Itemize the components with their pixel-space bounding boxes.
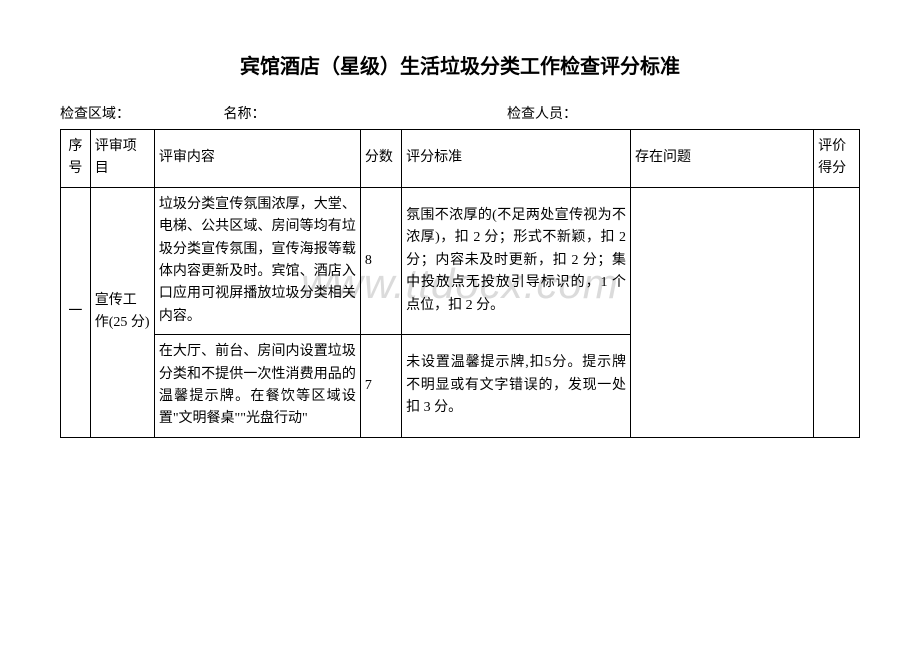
table-header-row: 序号 评审项目 评审内容 分数 评分标准 存在问题 评价得分 (61, 130, 860, 188)
cell-score: 7 (360, 335, 401, 438)
header-criteria: 评分标准 (402, 130, 631, 188)
cell-final (814, 187, 860, 437)
area-label: 检查区域： (60, 103, 220, 123)
scoring-table: 序号 评审项目 评审内容 分数 评分标准 存在问题 评价得分 一 宣传工作(25… (60, 129, 860, 438)
inspector-label: 检查人员： (507, 103, 577, 123)
cell-content: 在大厅、前台、房间内设置垃圾分类和不提供一次性消费用品的温馨提示牌。在餐饮等区域… (154, 335, 360, 438)
header-final: 评价得分 (814, 130, 860, 188)
info-line: 检查区域： 名称： 检查人员： (60, 103, 860, 123)
name-label: 名称： (224, 103, 504, 123)
table-row: 一 宣传工作(25 分) 垃圾分类宣传氛围浓厚，大堂、电梯、公共区域、房间等均有… (61, 187, 860, 334)
cell-seq: 一 (61, 187, 91, 437)
header-seq: 序号 (61, 130, 91, 188)
cell-criteria: 未设置温馨提示牌,扣5分。提示牌不明显或有文字错误的，发现一处扣 3 分。 (402, 335, 631, 438)
cell-issues (631, 187, 814, 437)
header-score: 分数 (360, 130, 401, 188)
header-issues: 存在问题 (631, 130, 814, 188)
cell-category: 宣传工作(25 分) (90, 187, 154, 437)
header-category: 评审项目 (90, 130, 154, 188)
header-content: 评审内容 (154, 130, 360, 188)
cell-content: 垃圾分类宣传氛围浓厚，大堂、电梯、公共区域、房间等均有垃圾分类宣传氛围，宣传海报… (154, 187, 360, 334)
page-title: 宾馆酒店（星级）生活垃圾分类工作检查评分标准 (60, 50, 860, 79)
cell-score: 8 (360, 187, 401, 334)
cell-criteria: 氛围不浓厚的(不足两处宣传视为不浓厚)，扣 2 分；形式不新颖，扣 2 分；内容… (402, 187, 631, 334)
